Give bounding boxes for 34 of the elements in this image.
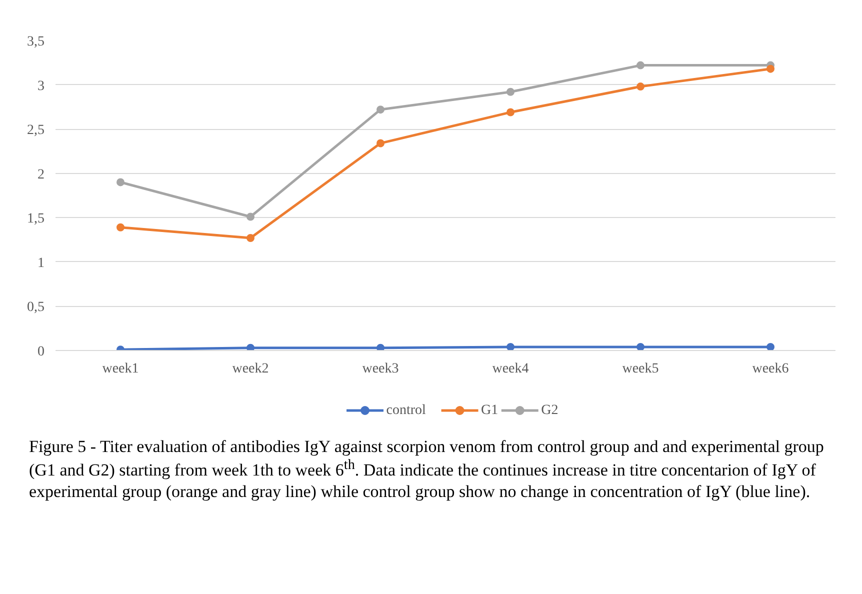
point	[246, 212, 254, 221]
point	[376, 106, 384, 114]
x-tick-label: week5	[622, 362, 659, 376]
point	[636, 342, 644, 350]
point	[636, 82, 644, 91]
point	[116, 223, 124, 232]
legend-label: G1	[481, 403, 498, 418]
point	[636, 61, 644, 70]
y-tick-label: 1,5	[27, 212, 44, 227]
y-tick-label: 0	[38, 344, 44, 360]
point	[766, 64, 774, 73]
point	[246, 234, 254, 242]
legend-label: G2	[541, 403, 558, 418]
y-tick-label: 3,5	[27, 34, 44, 50]
y-tick-label: 2	[38, 167, 44, 182]
point	[246, 344, 254, 350]
x-tick-label: week4	[492, 362, 529, 376]
legend-label: control	[386, 403, 426, 418]
x-tick-label: week1	[102, 362, 139, 376]
y-tick-label: 1	[38, 256, 44, 271]
point	[376, 344, 384, 350]
x-tick-label: week6	[752, 362, 789, 376]
point	[766, 342, 774, 350]
y-tick-label: 2,5	[27, 123, 44, 138]
x-tick-label: week3	[362, 362, 399, 376]
x-tick-label: week2	[232, 362, 269, 376]
point	[376, 139, 384, 148]
y-tick-label: 3	[38, 78, 44, 94]
y-tick-label: 0,5	[27, 300, 44, 316]
point	[506, 88, 514, 96]
caption: Figure 5 - Titer evaluation of antibodies IgY against scorpion venom from control group and and experimental group (G1 and G2) starting from week 1th to week 6$^{th}$. Data indicate the continues increase in titre concentarion of IgY of experimental group (orange and gray line) while control group show no change in concentration of IgY (blue line).	[29, 436, 825, 502]
point	[116, 178, 124, 186]
point	[506, 108, 514, 116]
point	[506, 342, 514, 350]
